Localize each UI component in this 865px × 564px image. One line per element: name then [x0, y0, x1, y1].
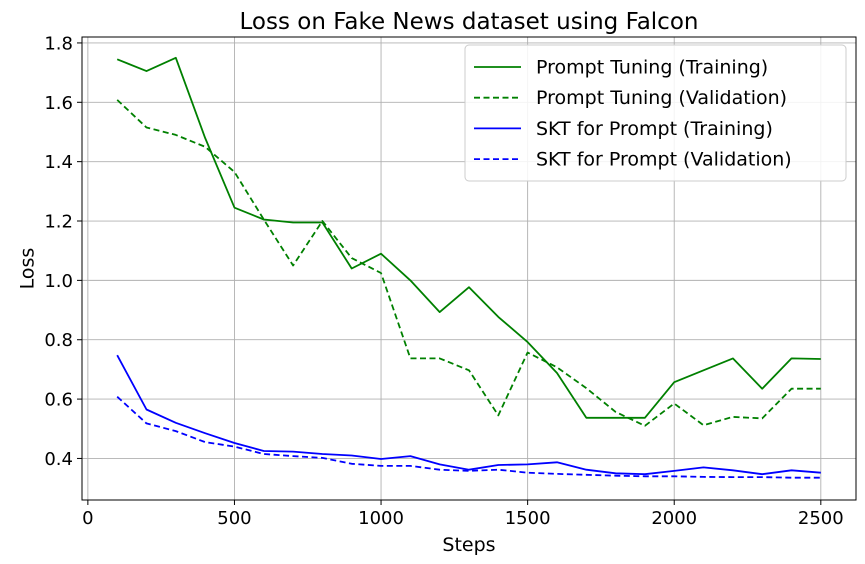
axis-ticks: 0 500 1000 1500 2000 2500 0.4 0.6 0.8 1.0 1.2 1.4 1.…: [44, 33, 843, 529]
chart-title: Loss on Fake News dataset using Falcon: [240, 9, 699, 35]
series-line-3: [116, 354, 821, 476]
y-tick-label: 1.0: [44, 271, 73, 292]
y-tick-label: 1.6: [44, 93, 73, 114]
x-tick-label: 2500: [798, 508, 844, 529]
plot-frame: [81, 36, 857, 501]
series-lines: [116, 56, 821, 479]
x-tick-label: 2000: [651, 508, 697, 529]
y-tick-label: 0.6: [44, 390, 73, 411]
y-tick-label: 0.8: [44, 330, 73, 351]
legend: Prompt Tuning (Training) Prompt Tuning (V…: [464, 44, 847, 182]
x-tick-label: 1500: [505, 508, 551, 529]
x-tick-label: 500: [217, 508, 251, 529]
y-tick-label: 1.2: [44, 212, 73, 233]
y-axis-label: Loss: [17, 248, 39, 290]
y-tick-label: 1.8: [44, 33, 73, 54]
x-tick-label: 0: [82, 508, 93, 529]
x-axis-label: Steps: [442, 534, 495, 556]
series-line-1: [116, 56, 821, 419]
legend-label-1: Prompt Tuning (Training): [536, 57, 768, 79]
y-tick-label: 1.4: [44, 152, 73, 173]
legend-label-2: Prompt Tuning (Validation): [536, 87, 787, 109]
y-tick-label: 0.4: [44, 449, 73, 470]
grid: [82, 37, 856, 500]
legend-label-3: SKT for Prompt (Training): [536, 118, 773, 140]
legend-box: [464, 44, 847, 182]
x-tick-label: 1000: [358, 508, 404, 529]
series-line-2: [116, 99, 821, 427]
legend-label-4: SKT for Prompt (Validation): [536, 149, 792, 171]
series-line-4: [116, 396, 821, 479]
